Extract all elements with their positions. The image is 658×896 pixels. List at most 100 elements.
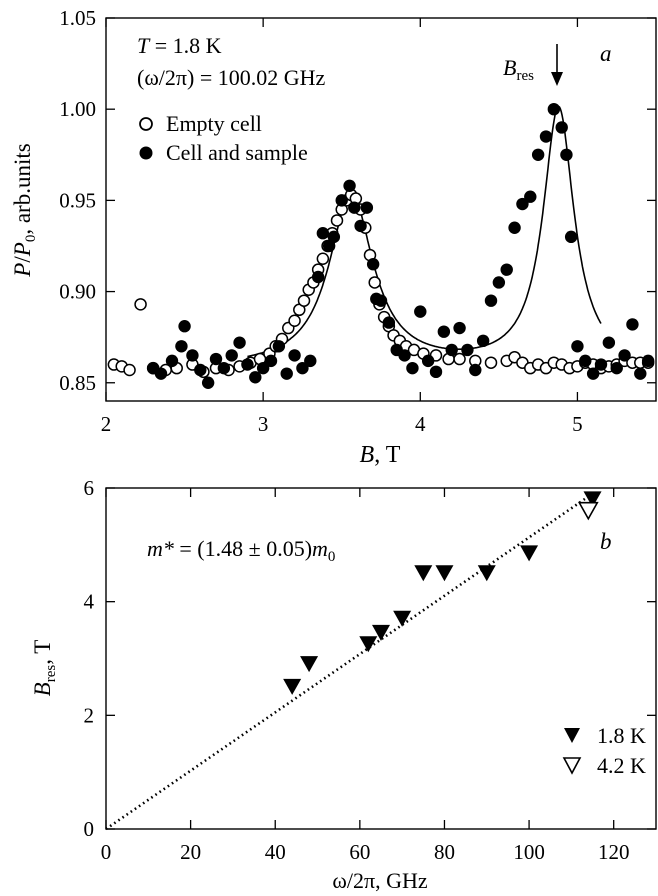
cell-and-sample-point (175, 340, 188, 353)
panel-a-x-tick-labels: 2 3 4 5 (101, 412, 583, 436)
cell-and-sample-point (445, 343, 458, 357)
point-1-8k (435, 565, 454, 582)
cell-and-sample-point (382, 316, 396, 329)
legend-cell-and-sample-label: Cell and sample (166, 140, 308, 165)
x-tick-label: 4 (415, 412, 426, 436)
x-tick-label: 80 (434, 840, 455, 864)
x-tick-label: 5 (572, 412, 583, 436)
y-tick-label: 0 (84, 817, 95, 841)
cell-and-sample-point (571, 340, 584, 353)
cell-and-sample-point (579, 354, 592, 368)
panel-a-data-points (107, 102, 655, 389)
cell-and-sample-point (564, 230, 578, 244)
panel-b-y-axis-label: Bres, T (30, 640, 59, 697)
y-tick-label: 4 (84, 590, 95, 614)
cell-and-sample-point (296, 361, 309, 375)
legend-4-2k-marker (562, 757, 582, 775)
point-1-8k (477, 565, 496, 582)
panel-a-y-axis-label: P/P0, arb.units (10, 143, 39, 277)
cell-and-sample-point (476, 334, 490, 348)
cell-and-sample-point (366, 258, 380, 271)
cell-and-sample-point (634, 367, 647, 380)
x-tick-label: 2 (101, 412, 112, 436)
panel-a-label: a (600, 41, 612, 66)
bres-arrow (551, 44, 563, 86)
panel-b-frame (105, 487, 657, 830)
x-tick-label: 60 (349, 840, 370, 864)
panel-a: 2 3 4 5 0.85 0.90 0.95 1.00 1.05 B, T P/P0, arb… (10, 6, 657, 468)
cell-and-sample-point (209, 352, 223, 366)
effective-mass-annotation: m* = (1.48 ± 0.05)m0 (147, 536, 335, 565)
point-1-8k (359, 636, 378, 653)
y-tick-label: 0.85 (59, 371, 96, 395)
y-tick-label: 1.00 (59, 97, 96, 121)
cell-and-sample-point (233, 336, 246, 349)
cell-and-sample-point (516, 197, 529, 211)
cell-and-sample-point (555, 121, 568, 134)
cell-and-sample-point (626, 318, 639, 331)
cell-and-sample-point (539, 130, 553, 143)
cell-and-sample-point (335, 194, 348, 207)
cell-and-sample-point (610, 361, 623, 375)
cell-and-sample-point (322, 239, 336, 253)
point-1-8k (414, 565, 433, 582)
cell-and-sample-point (272, 340, 286, 353)
panel-a-y-tick-labels: 0.85 0.90 0.95 1.00 1.05 (59, 6, 96, 395)
temperature-annotation: T = 1.8 K (137, 33, 222, 58)
frequency-annotation: (ω/2π) = 100.02 GHz (137, 65, 326, 90)
panel-b-x-tick-labels: 0 20 40 60 80 100 120 (101, 840, 630, 864)
cell-and-sample-point (641, 354, 655, 368)
point-1-8k (583, 491, 602, 508)
empty-cell-point (453, 352, 466, 366)
cell-and-sample-point (531, 148, 545, 161)
cell-and-sample-point (348, 201, 361, 214)
point-4-2k (577, 501, 599, 521)
cell-and-sample-point (618, 349, 631, 362)
cell-and-sample-point (560, 148, 573, 161)
cell-and-sample-point (165, 354, 179, 368)
x-tick-label: 0 (101, 840, 112, 864)
y-tick-label: 1.05 (59, 6, 96, 30)
legend-empty-cell-label: Empty cell (166, 111, 262, 136)
panel-b-y-tick-labels: 0 2 4 6 (84, 476, 95, 841)
cell-and-sample-point (398, 349, 411, 362)
cell-and-sample-point (429, 365, 443, 379)
x-tick-label: 120 (598, 840, 630, 864)
y-tick-label: 6 (84, 476, 95, 500)
point-1-8k (283, 678, 302, 695)
empty-cell-point (134, 298, 147, 311)
panel-b: 0 20 40 60 80 100 120 0 2 4 6 ω/2π, GHz Bres, T m… (30, 476, 657, 893)
cell-and-sample-point (201, 376, 215, 389)
point-1-8k (300, 656, 319, 673)
cell-and-sample-point (484, 294, 498, 307)
bres-arrow-label: Bres (503, 55, 534, 84)
cell-and-sample-point (249, 371, 262, 384)
cell-and-sample-point (586, 367, 600, 380)
cell-and-sample-point (461, 343, 474, 357)
cell-and-sample-point (264, 354, 278, 368)
cell-and-sample-point (500, 263, 513, 276)
cell-and-sample-point (316, 227, 330, 240)
cell-and-sample-point (453, 321, 466, 335)
cell-and-sample-point (304, 354, 317, 368)
cell-and-sample-point (280, 367, 293, 380)
empty-cell-point (297, 294, 311, 307)
cell-and-sample-point (414, 305, 427, 318)
cell-and-sample-point (437, 325, 451, 338)
cell-and-sample-point (194, 363, 207, 377)
cell-and-sample-point (406, 361, 419, 375)
empty-cell-point (316, 252, 330, 265)
cell-and-sample-point (360, 201, 374, 214)
cell-and-sample-point (256, 361, 270, 375)
cell-and-sample-point (354, 219, 367, 233)
cell-and-sample-point (311, 270, 325, 284)
empty-cell-point (484, 356, 498, 369)
cell-and-sample-point (178, 320, 191, 333)
legend-cell-and-sample-marker (139, 146, 153, 160)
cell-and-sample-point (374, 294, 388, 307)
cell-and-sample-point (421, 354, 435, 368)
legend-empty-cell-marker (139, 117, 153, 131)
cell-and-sample-point (343, 179, 356, 192)
panel-a-x-axis-label: B, T (360, 442, 401, 468)
panel-b-label: b (600, 529, 612, 554)
